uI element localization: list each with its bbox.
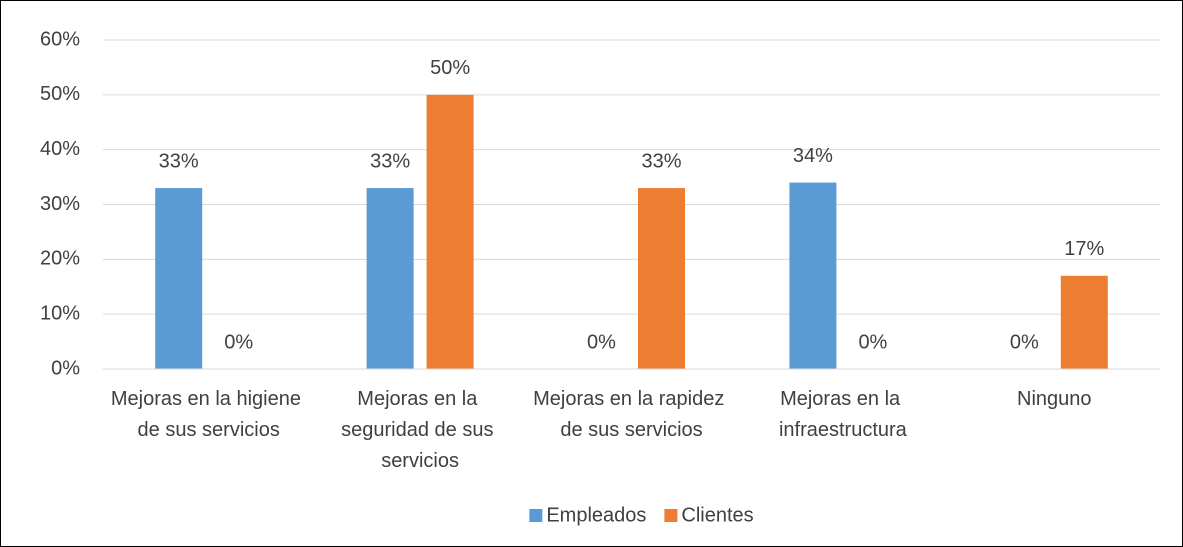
x-tick-label: Mejoras en la seguridad de sus servicios xyxy=(341,388,499,472)
legend-swatch xyxy=(664,509,678,522)
x-tick-label: Mejoras en la higiene de sus servicios xyxy=(111,388,307,441)
data-label: 33% xyxy=(159,150,199,172)
y-tick-label: 10% xyxy=(40,302,80,324)
data-label: 33% xyxy=(641,150,681,172)
y-tick-label: 30% xyxy=(40,193,80,215)
data-label: 17% xyxy=(1064,238,1104,260)
data-label: 0% xyxy=(587,331,616,353)
data-label: 0% xyxy=(224,331,253,353)
bar xyxy=(155,188,203,369)
data-label: 33% xyxy=(370,150,410,172)
data-label: 50% xyxy=(430,57,470,79)
y-tick-label: 20% xyxy=(40,248,80,270)
y-tick-label: 60% xyxy=(40,28,80,50)
data-label: 34% xyxy=(793,145,833,167)
bar xyxy=(366,188,414,369)
data-label: 0% xyxy=(858,331,887,353)
bar xyxy=(638,188,685,369)
x-tick-label: Mejoras en la infraestructura xyxy=(779,388,908,441)
data-label: 0% xyxy=(1010,331,1039,353)
bar xyxy=(426,94,474,369)
legend-label: Clientes xyxy=(681,504,753,526)
bar xyxy=(789,182,837,369)
legend-label: Empleados xyxy=(546,504,646,526)
legend-swatch xyxy=(529,509,543,522)
x-tick-label: Mejoras en la rapidez de sus servicios xyxy=(533,388,730,441)
y-tick-label: 50% xyxy=(40,83,80,105)
y-tick-label: 40% xyxy=(40,138,80,160)
x-tick-label: Ninguno xyxy=(1017,388,1092,410)
bar xyxy=(1060,275,1108,369)
y-tick-label: 0% xyxy=(51,357,80,379)
